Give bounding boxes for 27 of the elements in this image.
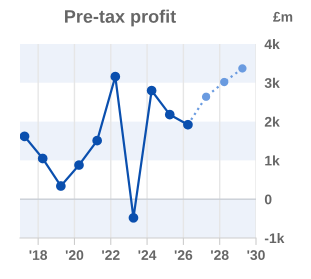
- x-tick-label: '28: [211, 250, 229, 260]
- point: [146, 86, 156, 96]
- point: [164, 110, 175, 120]
- y-tick-label: 3k: [264, 78, 280, 88]
- x-tick-label: '18: [30, 250, 48, 260]
- point: [110, 72, 120, 82]
- point: [92, 136, 102, 146]
- y-axis-title: £m: [273, 12, 292, 22]
- point: [128, 212, 138, 223]
- point: [74, 160, 84, 170]
- chart-title: Pre-tax profit: [65, 10, 176, 26]
- y-tick-label: 1k: [265, 155, 280, 166]
- y-tick-label: 2k: [264, 116, 280, 127]
- point: [20, 131, 30, 142]
- point: [202, 92, 210, 101]
- x-tick-label: '30: [247, 250, 265, 260]
- y-tick-label: -1k: [264, 232, 284, 244]
- point: [56, 181, 66, 191]
- x-tick-label: '26: [174, 250, 192, 260]
- point: [220, 78, 228, 86]
- x-tick-label: '22: [102, 250, 120, 260]
- x-tick-label: '20: [66, 250, 84, 260]
- point: [238, 64, 247, 73]
- x-tick-label: '24: [138, 250, 156, 260]
- y-tick-label: 0: [264, 194, 272, 204]
- y-tick-label: 4k: [264, 38, 280, 50]
- point: [38, 154, 48, 164]
